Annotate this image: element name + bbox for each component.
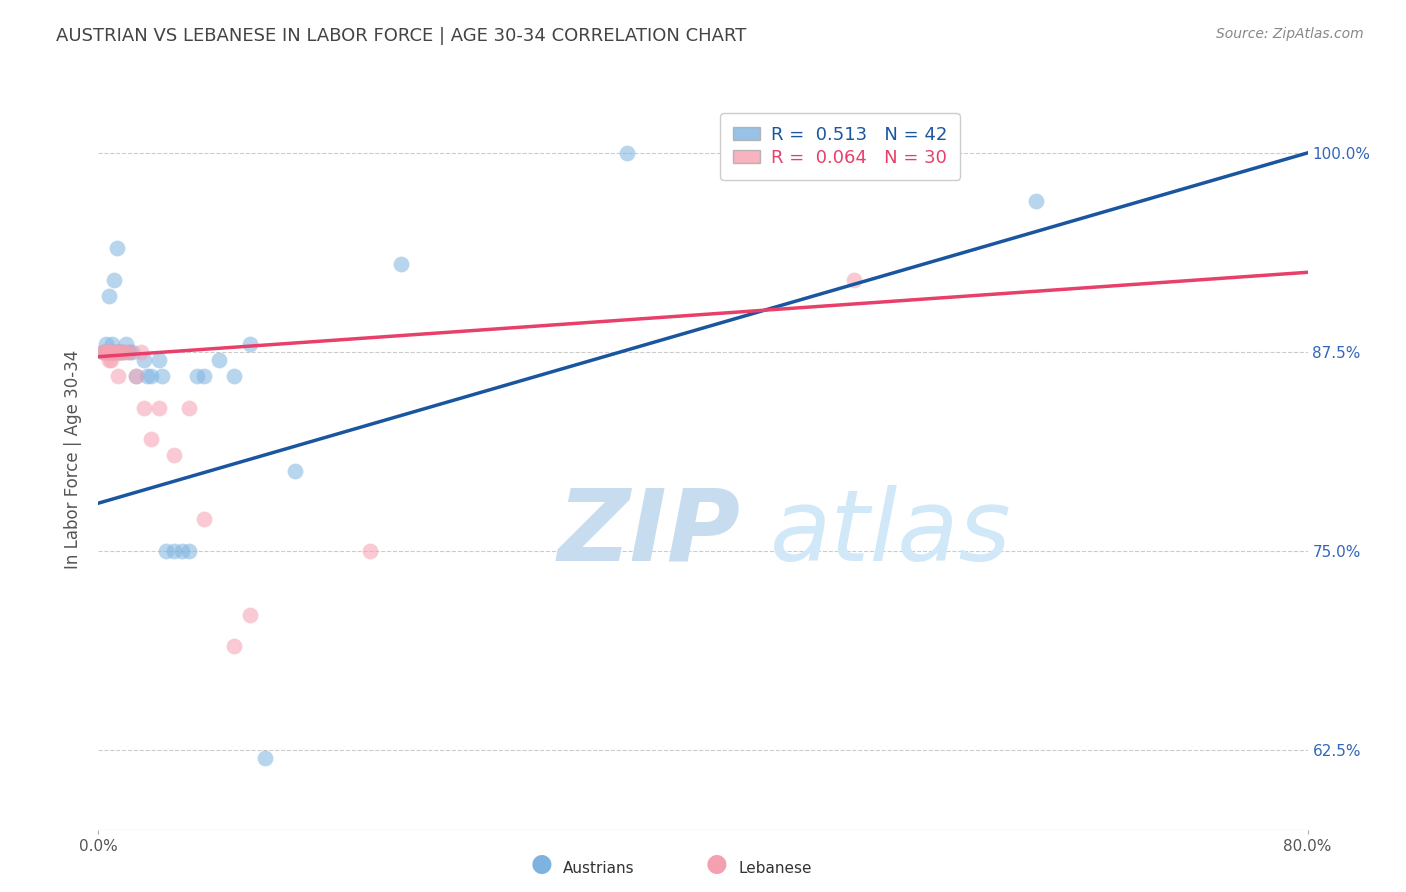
Text: ●: ● — [706, 852, 728, 876]
Point — [114, 345, 136, 359]
Point — [193, 512, 215, 526]
Text: ●: ● — [530, 852, 553, 876]
Point — [141, 433, 163, 447]
Point — [96, 345, 118, 359]
Legend: R =  0.513   N = 42, R =  0.064   N = 30: R = 0.513 N = 42, R = 0.064 N = 30 — [720, 113, 960, 179]
Point — [100, 345, 122, 359]
Text: atlas: atlas — [769, 485, 1011, 582]
Point — [141, 368, 163, 383]
Point — [186, 368, 208, 383]
Point — [103, 345, 125, 359]
Point — [100, 345, 122, 359]
Point — [110, 345, 132, 359]
Y-axis label: In Labor Force | Age 30-34: In Labor Force | Age 30-34 — [65, 350, 83, 569]
Point — [96, 345, 118, 359]
Point — [148, 401, 170, 415]
Point — [179, 401, 201, 415]
Point — [179, 544, 201, 558]
Point — [111, 345, 134, 359]
Point — [360, 544, 382, 558]
Point — [121, 345, 143, 359]
Text: AUSTRIAN VS LEBANESE IN LABOR FORCE | AGE 30-34 CORRELATION CHART: AUSTRIAN VS LEBANESE IN LABOR FORCE | AG… — [56, 27, 747, 45]
Point — [163, 449, 186, 463]
Point — [98, 289, 121, 303]
Point — [208, 352, 231, 367]
Text: Source: ZipAtlas.com: Source: ZipAtlas.com — [1216, 27, 1364, 41]
Point — [110, 345, 132, 359]
Text: ZIP: ZIP — [558, 485, 741, 582]
Point — [105, 345, 128, 359]
Point — [91, 345, 114, 359]
Point — [91, 345, 114, 359]
Point — [94, 345, 117, 359]
Point — [1024, 194, 1046, 208]
Point — [132, 352, 155, 367]
Point — [101, 345, 124, 359]
Point — [125, 368, 148, 383]
Point — [873, 145, 896, 160]
Point — [389, 257, 412, 271]
Point — [107, 368, 129, 383]
Point — [101, 337, 124, 351]
Point — [101, 345, 124, 359]
Point — [253, 751, 276, 765]
Point — [163, 544, 186, 558]
Point — [103, 345, 125, 359]
Point — [105, 241, 128, 255]
Point — [129, 345, 152, 359]
Point — [155, 544, 177, 558]
Point — [132, 401, 155, 415]
Point — [125, 368, 148, 383]
Point — [98, 352, 121, 367]
Point — [150, 368, 173, 383]
Point — [103, 273, 125, 287]
Text: Lebanese: Lebanese — [738, 861, 811, 876]
Point — [135, 368, 157, 383]
Point — [224, 368, 246, 383]
Point — [148, 352, 170, 367]
Point — [94, 345, 117, 359]
Point — [114, 337, 136, 351]
Point — [94, 337, 117, 351]
Point — [103, 345, 125, 359]
Point — [239, 337, 262, 351]
Point — [284, 464, 307, 478]
Point — [170, 544, 193, 558]
Point — [193, 368, 215, 383]
Point — [100, 352, 122, 367]
Point — [108, 345, 131, 359]
Point — [105, 345, 128, 359]
Point — [844, 273, 866, 287]
Point — [616, 145, 638, 160]
Point — [224, 640, 246, 654]
Point — [118, 345, 141, 359]
Point — [118, 345, 141, 359]
Point — [239, 607, 262, 622]
Point — [100, 345, 122, 359]
Point — [93, 345, 115, 359]
Text: Austrians: Austrians — [562, 861, 634, 876]
Point — [101, 345, 124, 359]
Point — [98, 345, 121, 359]
Point — [111, 345, 134, 359]
Point — [96, 345, 118, 359]
Point — [107, 345, 129, 359]
